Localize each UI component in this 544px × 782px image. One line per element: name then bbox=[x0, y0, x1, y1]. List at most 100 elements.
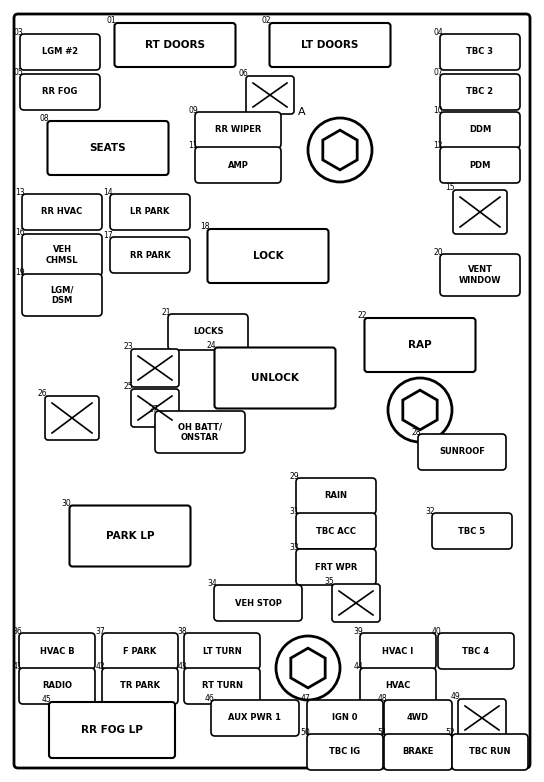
FancyBboxPatch shape bbox=[440, 112, 520, 148]
Text: 09: 09 bbox=[188, 106, 198, 115]
Text: 51: 51 bbox=[378, 728, 387, 737]
Text: 30: 30 bbox=[62, 498, 71, 508]
FancyBboxPatch shape bbox=[438, 633, 514, 669]
Text: RR HVAC: RR HVAC bbox=[41, 207, 83, 217]
Text: LT DOORS: LT DOORS bbox=[301, 40, 358, 50]
Text: 45: 45 bbox=[41, 695, 51, 704]
Text: TBC IG: TBC IG bbox=[330, 748, 361, 756]
FancyBboxPatch shape bbox=[296, 513, 376, 549]
Polygon shape bbox=[403, 390, 437, 430]
Text: LOCKS: LOCKS bbox=[193, 328, 223, 336]
FancyBboxPatch shape bbox=[155, 411, 245, 453]
Text: RR FOG: RR FOG bbox=[42, 88, 78, 96]
FancyBboxPatch shape bbox=[307, 734, 383, 770]
Text: IGN 0: IGN 0 bbox=[332, 713, 358, 723]
Text: 25: 25 bbox=[123, 382, 133, 391]
FancyBboxPatch shape bbox=[211, 700, 299, 736]
Text: 4WD: 4WD bbox=[407, 713, 429, 723]
FancyBboxPatch shape bbox=[296, 549, 376, 585]
Text: 50: 50 bbox=[300, 728, 310, 737]
Text: 01: 01 bbox=[107, 16, 116, 25]
Text: 26: 26 bbox=[38, 389, 47, 398]
Text: RAIN: RAIN bbox=[325, 492, 348, 500]
FancyBboxPatch shape bbox=[384, 734, 452, 770]
Text: 17: 17 bbox=[103, 231, 113, 240]
FancyBboxPatch shape bbox=[440, 254, 520, 296]
Text: 34: 34 bbox=[207, 579, 217, 588]
Text: AUX PWR 1: AUX PWR 1 bbox=[228, 713, 281, 723]
Text: 40: 40 bbox=[431, 627, 441, 636]
Text: 13: 13 bbox=[15, 188, 25, 197]
Text: 27: 27 bbox=[149, 405, 158, 414]
Text: 31: 31 bbox=[289, 507, 299, 516]
FancyBboxPatch shape bbox=[131, 349, 179, 387]
Text: 07: 07 bbox=[433, 68, 443, 77]
FancyBboxPatch shape bbox=[184, 633, 260, 669]
Text: 29: 29 bbox=[289, 472, 299, 481]
FancyBboxPatch shape bbox=[70, 505, 190, 566]
Text: 28: 28 bbox=[411, 428, 421, 437]
FancyBboxPatch shape bbox=[19, 668, 95, 704]
Text: 19: 19 bbox=[15, 268, 25, 277]
FancyBboxPatch shape bbox=[360, 668, 436, 704]
Text: 46: 46 bbox=[204, 694, 214, 703]
Text: 16: 16 bbox=[15, 228, 25, 237]
Text: 23: 23 bbox=[123, 342, 133, 351]
Text: 10: 10 bbox=[434, 106, 443, 115]
Text: 35: 35 bbox=[324, 577, 334, 586]
Text: 04: 04 bbox=[433, 28, 443, 37]
Text: 05: 05 bbox=[13, 68, 23, 77]
Text: 15: 15 bbox=[446, 183, 455, 192]
Text: TBC 4: TBC 4 bbox=[462, 647, 490, 655]
Text: TBC 5: TBC 5 bbox=[459, 526, 486, 536]
FancyBboxPatch shape bbox=[45, 396, 99, 440]
Text: F PARK: F PARK bbox=[123, 647, 157, 655]
FancyBboxPatch shape bbox=[131, 389, 179, 427]
Text: OH BATT/
ONSTAR: OH BATT/ ONSTAR bbox=[178, 422, 222, 442]
FancyBboxPatch shape bbox=[110, 237, 190, 273]
Text: LOCK: LOCK bbox=[252, 251, 283, 261]
Text: LGM/
DSM: LGM/ DSM bbox=[50, 285, 73, 305]
FancyBboxPatch shape bbox=[22, 274, 102, 316]
FancyBboxPatch shape bbox=[47, 121, 169, 175]
FancyBboxPatch shape bbox=[207, 229, 329, 283]
Text: 24: 24 bbox=[207, 340, 217, 350]
Text: RR FOG LP: RR FOG LP bbox=[81, 725, 143, 735]
Text: 03: 03 bbox=[13, 28, 23, 37]
FancyBboxPatch shape bbox=[114, 23, 236, 67]
FancyBboxPatch shape bbox=[452, 734, 528, 770]
Text: 21: 21 bbox=[162, 308, 171, 317]
FancyBboxPatch shape bbox=[22, 234, 102, 276]
Text: 38: 38 bbox=[177, 627, 187, 636]
Circle shape bbox=[276, 636, 340, 700]
FancyBboxPatch shape bbox=[332, 584, 380, 622]
Text: TR PARK: TR PARK bbox=[120, 681, 160, 691]
Polygon shape bbox=[291, 648, 325, 688]
FancyBboxPatch shape bbox=[364, 318, 475, 372]
FancyBboxPatch shape bbox=[184, 668, 260, 704]
FancyBboxPatch shape bbox=[307, 700, 383, 736]
FancyBboxPatch shape bbox=[453, 190, 507, 234]
Text: TBC RUN: TBC RUN bbox=[469, 748, 511, 756]
Text: SUNROOF: SUNROOF bbox=[439, 447, 485, 457]
Text: 32: 32 bbox=[425, 507, 435, 516]
Text: 02: 02 bbox=[262, 16, 271, 25]
Text: 49: 49 bbox=[450, 692, 460, 701]
Text: PARK LP: PARK LP bbox=[106, 531, 154, 541]
Text: 41: 41 bbox=[13, 662, 22, 671]
Text: TBC ACC: TBC ACC bbox=[316, 526, 356, 536]
Text: LR PARK: LR PARK bbox=[131, 207, 170, 217]
FancyBboxPatch shape bbox=[102, 668, 178, 704]
FancyBboxPatch shape bbox=[214, 347, 336, 408]
FancyBboxPatch shape bbox=[102, 633, 178, 669]
Text: RT TURN: RT TURN bbox=[201, 681, 243, 691]
FancyBboxPatch shape bbox=[296, 478, 376, 514]
FancyBboxPatch shape bbox=[20, 34, 100, 70]
Text: 20: 20 bbox=[434, 248, 443, 257]
Text: UNLOCK: UNLOCK bbox=[251, 373, 299, 383]
FancyBboxPatch shape bbox=[195, 112, 281, 148]
Text: RR PARK: RR PARK bbox=[129, 250, 170, 260]
Text: 43: 43 bbox=[177, 662, 187, 671]
FancyBboxPatch shape bbox=[418, 434, 506, 470]
Text: 37: 37 bbox=[95, 627, 105, 636]
